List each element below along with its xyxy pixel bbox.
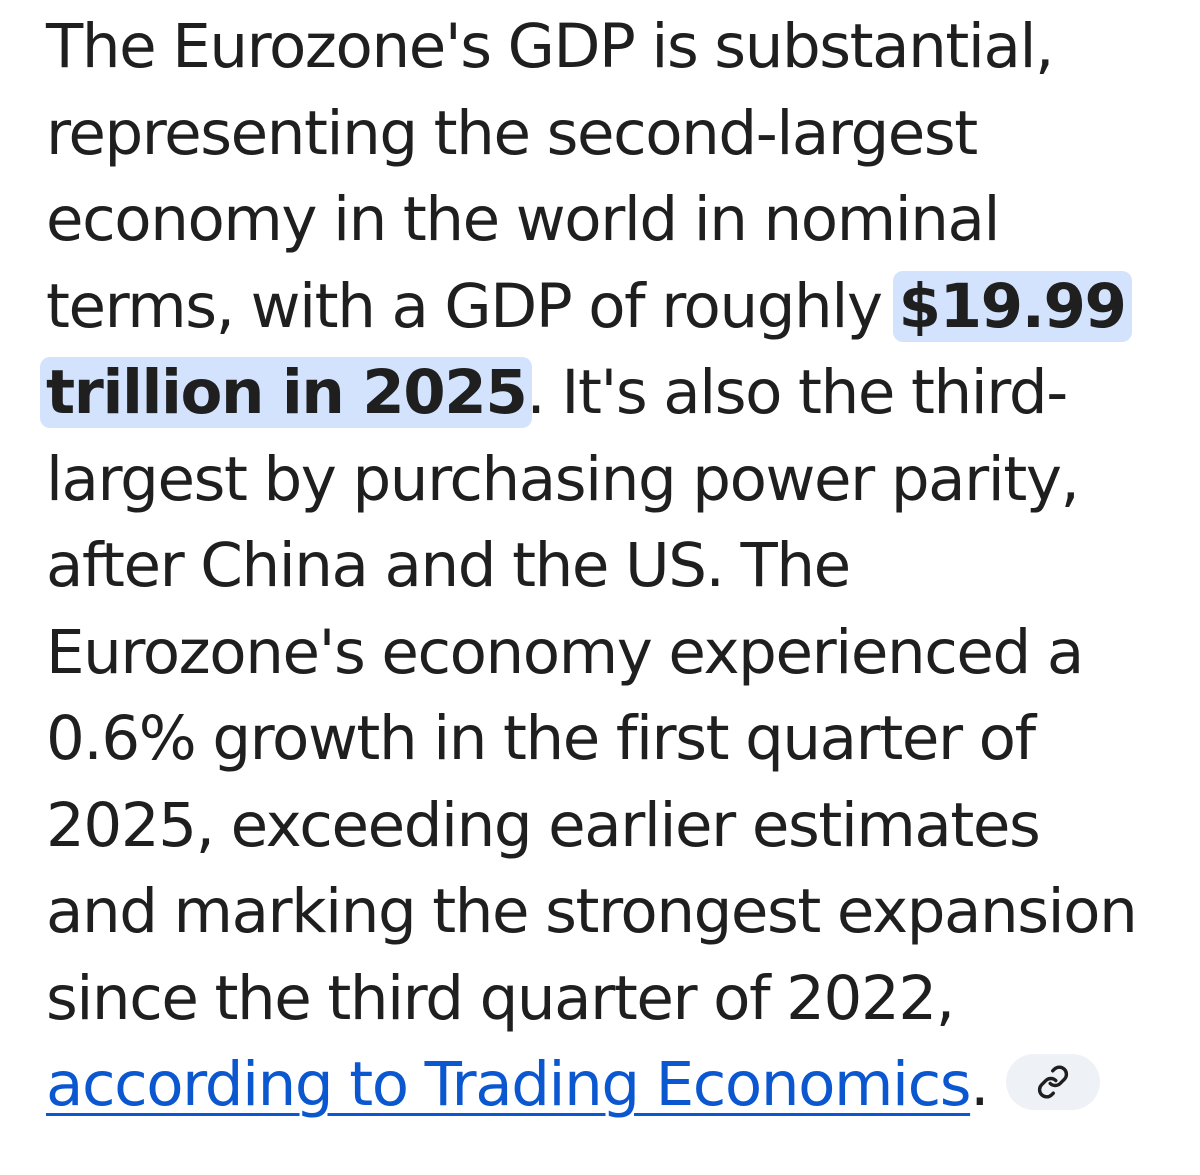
answer-text-body: . It's also the third-largest by purchas… (46, 357, 1138, 1034)
answer-paragraph: The Eurozone's GDP is substantial, repre… (40, 4, 1156, 1129)
source-link-chip[interactable] (1006, 1054, 1101, 1111)
source-link[interactable]: according to Trading Economics (46, 1049, 972, 1120)
link-icon (1038, 1065, 1069, 1099)
answer-trailing-period: . (970, 1049, 989, 1120)
answer-text-intro: The Eurozone's GDP is substantial, repre… (46, 11, 1054, 342)
